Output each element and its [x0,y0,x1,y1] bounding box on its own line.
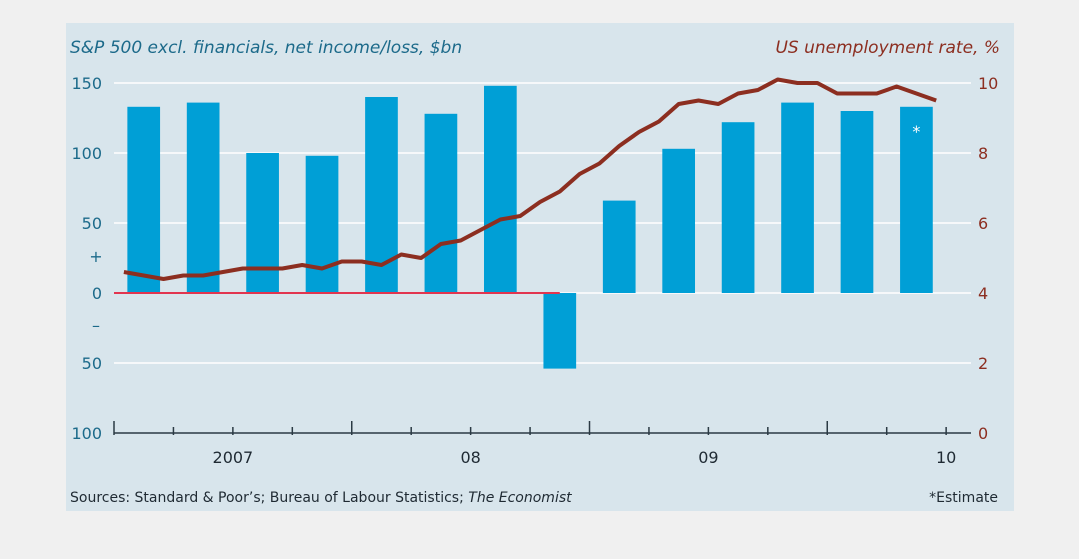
right-tick-label: 2 [978,354,988,373]
right-axis-ticks: 10 8 6 4 2 0 [978,74,998,443]
x-axis: 2007 08 09 10 [113,421,971,467]
source-note: Sources: Standard & Poor’s; Bureau of La… [70,490,572,506]
x-year-label: 10 [936,448,956,467]
bar [246,153,279,293]
right-tick-label: 6 [978,214,988,233]
left-tick-label: 100 [71,144,102,163]
bar [484,85,517,293]
bar [781,102,814,293]
x-year-label: 2007 [213,448,254,467]
right-tick-label: 4 [978,284,988,303]
left-tick-label: 150 [71,74,102,93]
positive-sign: + [89,247,102,266]
combo-chart: S&P 500 excl. financials, net income/los… [70,38,1000,506]
unemployment-line [123,77,937,281]
bar [543,293,577,369]
right-tick-label: 0 [978,424,988,443]
left-tick-label: 100 [71,424,102,443]
right-tick-label: 10 [978,74,998,93]
left-tick-label: 50 [82,354,102,373]
bar [602,200,636,293]
bar [127,106,161,293]
estimate-footnote: *Estimate [929,490,998,506]
bar [900,106,933,293]
source-italic-text: The Economist [468,490,572,506]
x-year-label: 08 [460,448,480,467]
bar [186,102,220,293]
negative-sign: – [92,316,100,335]
right-tick-label: 8 [978,144,988,163]
left-axis-title: S&P 500 excl. financials, net income/los… [70,38,462,58]
bar [424,113,458,293]
left-tick-label: 50 [82,214,102,233]
bar [662,148,696,293]
right-axis-title: US unemployment rate, % [775,38,1000,58]
x-year-label: 09 [698,448,718,467]
bar [840,111,874,293]
left-axis-ticks: 150 100 50 0 50 100 [71,74,102,443]
bar-series [127,85,933,369]
source-text: Sources: Standard & Poor’s; Bureau of La… [70,490,468,506]
left-tick-label: 0 [92,284,102,303]
bar [721,122,755,293]
chart-panel: S&P 500 excl. financials, net income/los… [66,23,1014,511]
estimate-marker: * [912,122,920,141]
bar [305,155,339,293]
